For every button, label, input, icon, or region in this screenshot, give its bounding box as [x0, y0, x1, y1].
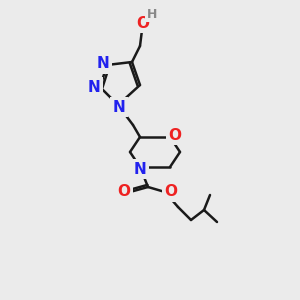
Text: N: N: [88, 80, 100, 94]
Text: N: N: [97, 56, 110, 71]
Text: N: N: [134, 161, 146, 176]
Text: H: H: [147, 8, 157, 20]
Text: O: O: [136, 16, 149, 31]
Text: O: O: [164, 184, 178, 200]
Text: N: N: [112, 100, 125, 115]
Text: O: O: [118, 184, 130, 200]
Text: O: O: [169, 128, 182, 142]
